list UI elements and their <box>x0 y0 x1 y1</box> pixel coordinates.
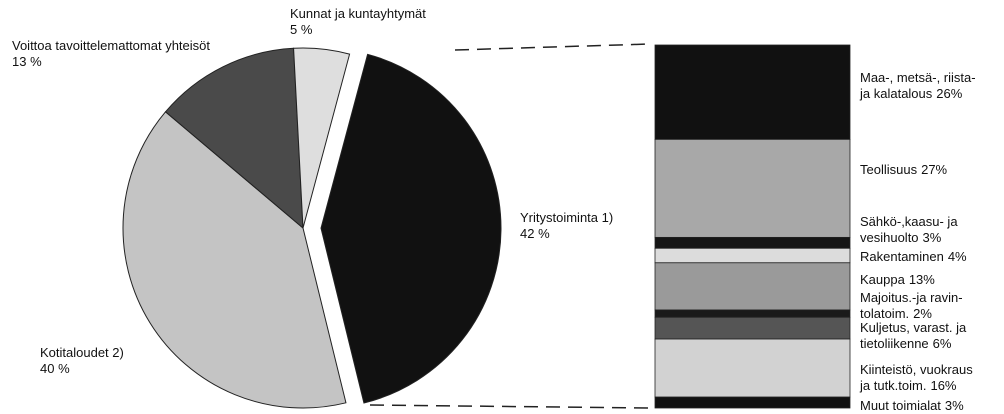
label-part: Majoitus.-ja ravin- tolatoim. <box>860 290 963 321</box>
bar-label: Kiinteistö, vuokraus ja tutk.toim. 16% <box>860 362 973 394</box>
label-part: Kauppa <box>860 272 905 287</box>
pie-label: Kunnat ja kuntayhtymät 5 % <box>290 6 426 38</box>
bar-label: Kuljetus, varast. ja tietoliikenne 6% <box>860 320 966 352</box>
label-part: 5 % <box>290 22 313 37</box>
label-part: 3% <box>944 398 964 413</box>
label-part: Kuljetus, varast. ja tietoliikenne <box>860 320 967 351</box>
label-part: 13 % <box>12 54 42 69</box>
label-part: 42 % <box>520 226 550 241</box>
bar-segment <box>654 44 851 140</box>
connector <box>454 43 651 51</box>
label-part: 4% <box>947 249 967 264</box>
label-part: 6% <box>932 336 952 351</box>
label-part: Sähkö-,kaasu- ja vesihuolto <box>860 214 958 245</box>
label-part: 16% <box>930 378 957 393</box>
label-part: Yritystoiminta 1) <box>520 210 614 225</box>
label-part: 26% <box>936 86 963 101</box>
bar-segment <box>654 338 851 398</box>
pie-slice <box>320 53 502 404</box>
bar-label: Rakentaminen 4% <box>860 249 967 265</box>
pie-label: Voittoa tavoittelemattomat yhteisöt 13 % <box>12 38 210 70</box>
label-part: 2% <box>913 306 932 321</box>
bar-label: Sähkö-,kaasu- ja vesihuolto 3% <box>860 214 958 246</box>
bar-label: Maa-, metsä-, riista- ja kalatalous 26% <box>860 70 976 102</box>
label-part: Kotitaloudet 2) <box>40 345 124 360</box>
bar-label: Teollisuus 27% <box>860 162 947 178</box>
label-part: 13% <box>908 272 935 287</box>
bar-segment <box>654 236 851 249</box>
label-part: Rakentaminen <box>860 249 944 264</box>
label-part: Muut toimialat <box>860 398 941 413</box>
pie-label: Yritystoiminta 1) 42 % <box>520 210 613 242</box>
label-part: Voittoa tavoittelemattomat yhteisöt <box>12 38 210 53</box>
bar-label: Kauppa 13% <box>860 272 935 288</box>
bar-segment <box>654 316 851 340</box>
connector <box>369 404 651 409</box>
label-part: 3% <box>922 230 942 245</box>
pie-slice <box>293 47 351 229</box>
bar-segment <box>654 309 851 318</box>
label-part: 40 % <box>40 361 70 376</box>
bar-segment <box>654 138 851 238</box>
pie-slice <box>164 47 304 230</box>
bar-segment <box>654 262 851 311</box>
label-part: Kiinteistö, vuokraus ja tutk.toim. <box>860 362 973 393</box>
bar-label: Majoitus.-ja ravin- tolatoim. 2% <box>860 290 963 322</box>
bar-segment <box>654 396 851 409</box>
label-part: Maa-, metsä-, riista- ja kalatalous <box>860 70 976 101</box>
pie-label: Kotitaloudet 2) 40 % <box>40 345 124 377</box>
label-part: 27% <box>921 162 948 177</box>
pie-slice <box>122 111 347 409</box>
label-part: Kunnat ja kuntayhtymät <box>290 6 426 21</box>
bar-label: Muut toimialat 3% <box>860 398 964 414</box>
bar-segment <box>654 247 851 264</box>
label-part: Teollisuus <box>860 162 918 177</box>
